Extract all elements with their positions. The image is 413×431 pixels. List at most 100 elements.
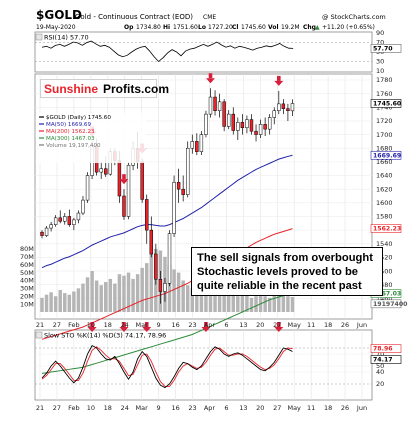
- price-value-badge-bg: [370, 99, 402, 108]
- volume-bar: [149, 253, 154, 312]
- legend-text: MA(50) 1669.69: [46, 122, 91, 128]
- volume-bar: [72, 291, 76, 312]
- volume-bar: [277, 289, 281, 312]
- price-y-tick-label: 1500: [376, 267, 393, 275]
- volume-bar: [94, 280, 99, 312]
- open-label: Op: [124, 24, 134, 31]
- stoch-y-tick-label: 50: [376, 362, 384, 370]
- volume-bar: [53, 296, 58, 312]
- volume-bar: [99, 285, 103, 312]
- candle-down: [117, 160, 122, 197]
- candle-down: [176, 182, 181, 190]
- stoch-x-tick-label: 9: [157, 404, 161, 412]
- legend-text: Volume 19,197,400: [46, 143, 101, 149]
- volume-bar: [67, 294, 72, 312]
- stoch-x-tick-label: 10: [87, 404, 95, 412]
- volume-bar: [231, 294, 235, 312]
- ma50-value-badge-bg: [370, 150, 402, 160]
- volume-bar: [85, 277, 90, 312]
- rsi-value-badge: 57.70: [373, 45, 393, 52]
- stoch-x-tick-label: 18: [104, 404, 112, 412]
- candle-down: [181, 188, 185, 195]
- volume-bar: [249, 297, 254, 312]
- price-sell-arrow-icon-shaft: [277, 75, 281, 81]
- ma200-line: [41, 228, 293, 340]
- price-sell-arrow-icon-shaft: [208, 73, 213, 79]
- candle-up: [126, 165, 131, 217]
- volume-bar: [217, 291, 222, 312]
- candle-up: [204, 113, 208, 135]
- price-y-tick-label: 1700: [376, 131, 393, 139]
- volume-tick-label: 10M: [20, 300, 34, 308]
- volume-value-badge-bg: [370, 299, 402, 309]
- stoch-x-tick-label: 26: [341, 404, 349, 412]
- price-sell-arrow-icon-shaft: [122, 174, 126, 180]
- candle-up: [167, 233, 172, 284]
- credit-label: @ StockCharts.com: [322, 13, 386, 21]
- candle-down: [231, 113, 235, 131]
- volume-bar: [135, 274, 140, 312]
- close-label: Cl: [232, 24, 238, 31]
- volume-bar: [126, 272, 131, 312]
- price-x-tick-label: 26: [341, 321, 349, 329]
- stoch-sell-arrow-icon-shaft: [144, 322, 149, 327]
- stoch-x-tick-label: 27: [273, 404, 281, 412]
- candle-down: [281, 103, 286, 109]
- price-x-tick-label: 27: [53, 321, 61, 329]
- stoch-x-tick-label: 6: [224, 404, 228, 412]
- volume-bar: [290, 297, 295, 312]
- candle-down: [263, 124, 267, 130]
- stoch-legend-box-icon: [35, 331, 43, 339]
- volume-bar: [63, 293, 67, 312]
- price-x-tick-label: Apr: [204, 321, 216, 329]
- volume-tick-label: 70M: [20, 253, 34, 261]
- price-x-tick-label: 10: [87, 321, 95, 329]
- candle-down: [122, 195, 126, 217]
- price-y-tick-label: 1520: [376, 254, 393, 262]
- candle-up: [208, 96, 213, 115]
- sunshine-profits-logo: Sunshine Profits.com: [40, 79, 169, 98]
- stoch-k-value-badge: 74.17: [373, 356, 393, 363]
- candle-down: [213, 96, 217, 111]
- volume-value-badge: 19197400: [373, 301, 408, 308]
- candle-up: [44, 227, 49, 236]
- stoch-x-tick-label: 27: [53, 404, 61, 412]
- candle-up: [186, 147, 190, 195]
- volume-bar: [167, 264, 172, 312]
- note-line-3: quite reliable in the recent past: [197, 280, 362, 292]
- stoch-x-tick-label: 21: [36, 404, 44, 412]
- candle-up: [277, 103, 281, 111]
- volume-bar: [40, 297, 44, 312]
- price-y-tick-label: 1480: [376, 281, 393, 289]
- volume-bar: [140, 267, 144, 312]
- stoch-label: Slow STO %K(14) %D(3) 74.17, 78.96: [44, 332, 166, 340]
- stoch-d-value-badge-bg: [370, 344, 402, 353]
- symbol-title: $GOLD: [36, 8, 82, 22]
- volume-bar: [131, 278, 135, 312]
- price-y-tick-label: 1620: [376, 185, 393, 193]
- stoch-x-tick-label: Feb: [68, 404, 80, 412]
- volume-value: 19.2M: [281, 24, 300, 31]
- candle-up: [72, 219, 76, 225]
- rsi-layer: [41, 40, 294, 63]
- candle-down: [104, 168, 108, 175]
- stoch-x-tick-label: Mar: [136, 404, 149, 412]
- volume-bar: [104, 282, 108, 312]
- volume-bar: [181, 280, 185, 312]
- stoch-k-line: [41, 344, 293, 389]
- candle-down: [240, 122, 245, 129]
- volume-bar: [281, 294, 286, 312]
- volume-bar: [90, 271, 94, 312]
- price-y-tick-label: 1780: [376, 76, 393, 84]
- legend-text: $GOLD (Daily) 1745.60: [46, 115, 111, 121]
- stoch-y-tick-label: 40: [376, 368, 384, 376]
- stoch-y-tick-label: 70: [376, 350, 384, 358]
- candle-up: [290, 103, 295, 112]
- open-value: 1734.80: [136, 24, 161, 31]
- volume-bar: [185, 285, 190, 312]
- candle-up: [76, 212, 81, 221]
- volume-bar: [226, 293, 231, 312]
- rsi-y-tick-label: 90: [376, 29, 384, 37]
- candle-down: [40, 231, 44, 236]
